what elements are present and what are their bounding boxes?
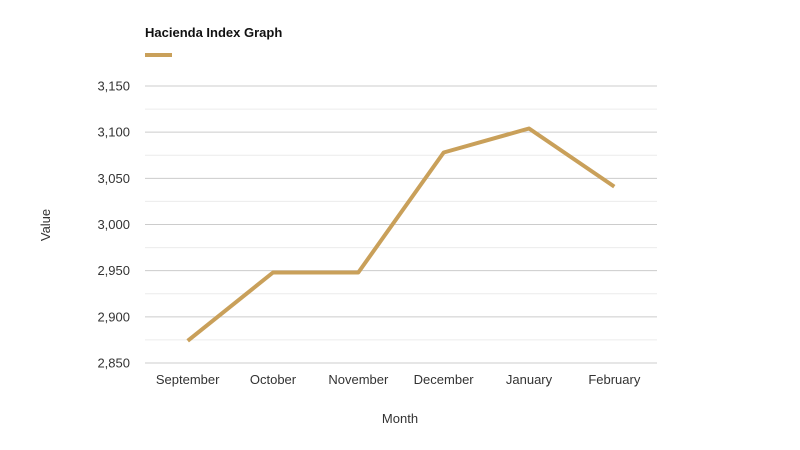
x-tick-label: January [506, 372, 553, 387]
x-tick-label: February [588, 372, 641, 387]
y-tick-label: 2,900 [97, 309, 130, 324]
legend-swatch [145, 53, 172, 57]
y-tick-label: 3,000 [97, 217, 130, 232]
y-tick-label: 3,150 [97, 79, 130, 94]
y-axis-ticks: 2,850 2,900 2,950 3,000 3,050 3,100 3,150 [97, 79, 130, 371]
x-axis-label: Month [382, 411, 418, 426]
grid [145, 85, 657, 364]
x-axis-ticks: September October November December January F… [156, 372, 641, 387]
x-tick-label: September [156, 372, 220, 387]
series-lines [186, 126, 616, 343]
y-tick-label: 3,100 [97, 125, 130, 140]
x-tick-label: December [414, 372, 475, 387]
y-axis-label: Value [38, 209, 53, 241]
y-tick-label: 2,950 [97, 263, 130, 278]
series-line [186, 126, 616, 343]
x-tick-label: November [328, 372, 389, 387]
x-tick-label: October [250, 372, 297, 387]
y-tick-label: 3,050 [97, 171, 130, 186]
y-tick-label: 2,850 [97, 356, 130, 371]
chart-title: Hacienda Index Graph [145, 25, 282, 40]
